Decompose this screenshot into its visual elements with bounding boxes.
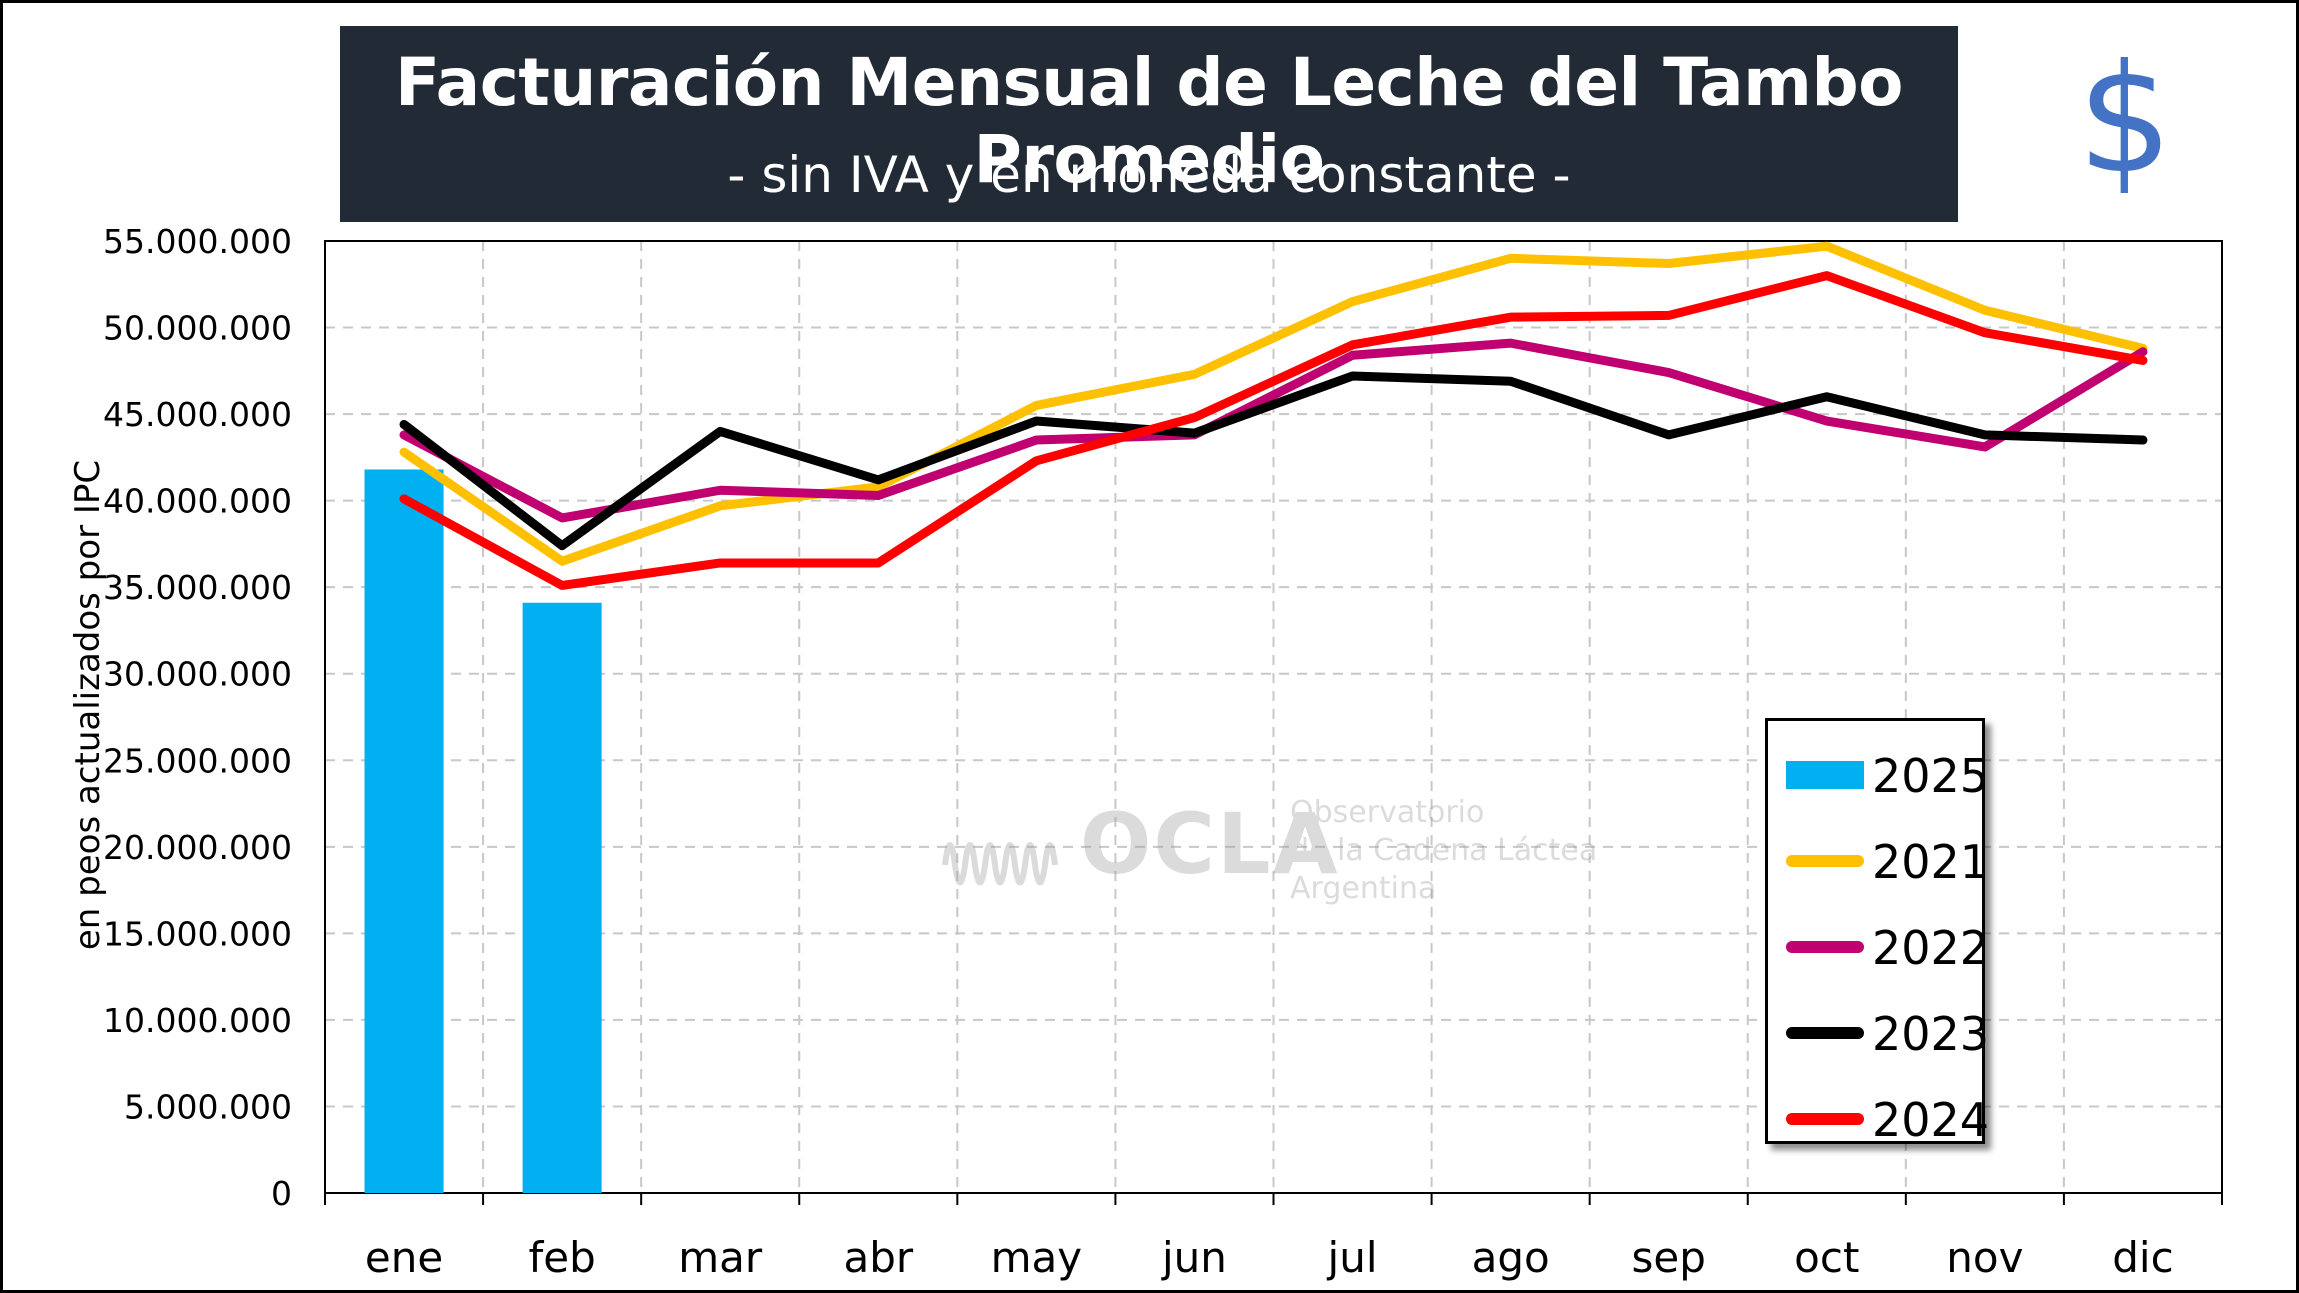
legend-label-2022: 2022 — [1872, 921, 1990, 975]
legend-swatch-2023 — [1786, 1027, 1864, 1039]
x-tick-label: feb — [528, 1233, 595, 1282]
legend-label-2023: 2023 — [1872, 1007, 1990, 1061]
ocla-watermark: OCLA Observatorio de la Cadena Láctea Ar… — [940, 795, 1597, 915]
x-tick-label: sep — [1632, 1233, 1706, 1282]
chart-legend: 2025 2021 2022 2023 2024 — [1765, 718, 1989, 1147]
y-tick-label: 20.000.000 — [103, 828, 292, 867]
x-tick-label: dic — [2112, 1233, 2173, 1282]
x-tick-label: mar — [678, 1233, 763, 1282]
x-tick-label: oct — [1794, 1233, 1859, 1282]
legend-swatch-2022 — [1786, 941, 1864, 953]
line-series-2022 — [399, 338, 2148, 523]
x-tick-label: abr — [843, 1233, 913, 1282]
bar-2025-ene — [364, 469, 444, 1194]
y-tick-label: 50.000.000 — [103, 309, 292, 348]
y-tick-label: 55.000.000 — [103, 222, 292, 261]
legend-swatch-2025 — [1786, 761, 1864, 789]
watermark-line3: Argentina — [1290, 871, 1437, 906]
ocla-wave-icon — [942, 842, 1058, 886]
legend-item-2023: 2023 — [1768, 1003, 1989, 1063]
y-tick-label: 25.000.000 — [103, 741, 292, 780]
legend-label-2025: 2025 — [1872, 749, 1990, 803]
x-tick-label: may — [991, 1233, 1083, 1282]
watermark-logo-text: OCLA — [1080, 795, 1340, 893]
legend-item-2022: 2022 — [1768, 917, 1989, 977]
chart-subtitle: - sin IVA y en moneda constante - — [727, 146, 1571, 204]
x-tick-label: ago — [1472, 1233, 1550, 1282]
watermark-line1: Observatorio — [1290, 795, 1485, 830]
watermark-line2: de la Cadena Láctea — [1290, 833, 1598, 868]
legend-item-2024: 2024 — [1768, 1089, 1989, 1149]
x-tick-label: jun — [1161, 1233, 1227, 1282]
dollar-icon: $ — [2077, 33, 2173, 207]
y-tick-label: 15.000.000 — [103, 914, 292, 953]
x-tick-label: jul — [1327, 1233, 1378, 1282]
title-banner: Facturación Mensual de Leche del Tambo P… — [340, 26, 1958, 222]
legend-label-2024: 2024 — [1872, 1093, 1990, 1147]
legend-label-2021: 2021 — [1872, 835, 1990, 889]
y-tick-label: 30.000.000 — [103, 655, 292, 694]
y-tick-label: 10.000.000 — [103, 1001, 292, 1040]
legend-swatch-2024 — [1786, 1113, 1864, 1125]
y-tick-label: 0 — [271, 1174, 292, 1213]
line-series-2024 — [399, 271, 2148, 590]
legend-swatch-2021 — [1786, 855, 1864, 867]
legend-item-2025: 2025 — [1768, 745, 1989, 805]
legend-item-2021: 2021 — [1768, 831, 1989, 891]
y-tick-label: 5.000.000 — [124, 1087, 292, 1126]
y-tick-label: 35.000.000 — [103, 568, 292, 607]
bar-2025-feb — [522, 602, 602, 1193]
line-series-2021 — [399, 241, 2148, 566]
x-tick-label: nov — [1946, 1233, 2023, 1282]
x-tick-label: ene — [365, 1233, 443, 1282]
line-series-2023 — [399, 371, 2148, 551]
chart-title: Facturación Mensual de Leche del Tambo P… — [394, 44, 1904, 198]
y-tick-label: 40.000.000 — [103, 482, 292, 521]
y-tick-label: 45.000.000 — [103, 395, 292, 434]
